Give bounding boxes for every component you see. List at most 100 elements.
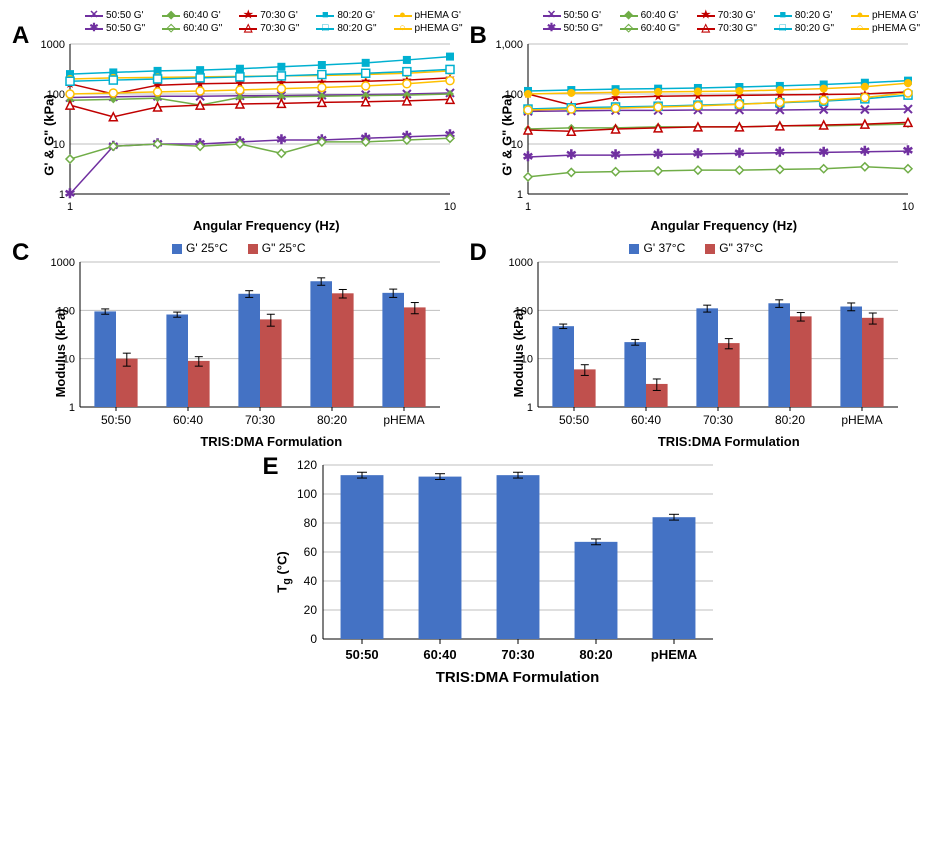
legend-item: ■80:20 G': [774, 10, 839, 21]
svg-text:60: 60: [303, 545, 317, 559]
panel-a-label: A: [12, 22, 29, 50]
svg-text:✱: ✱: [276, 132, 287, 147]
svg-text:50:50: 50:50: [101, 413, 131, 427]
svg-text:10: 10: [901, 201, 913, 213]
svg-text:1: 1: [524, 201, 530, 213]
legend-item: ◆60:40 G': [162, 10, 227, 21]
svg-text:✱: ✱: [610, 147, 621, 162]
legend-item: ■80:20 G': [316, 10, 381, 21]
legend-item: ●pHEMA G': [394, 10, 468, 21]
panel-c: C G' 25°CG" 25°C Modulus (kPa) 110100100…: [10, 241, 468, 449]
svg-text:pHEMA: pHEMA: [841, 413, 882, 427]
panel-e: E Tg (°C) 02040608010012050:5060:4070:30…: [203, 457, 733, 686]
xlabel-c: TRIS:DMA Formulation: [10, 434, 468, 449]
svg-text:✱: ✱: [692, 146, 703, 161]
svg-text:1: 1: [69, 402, 75, 414]
xlabel-b: Angular Frequency (Hz): [468, 218, 926, 233]
legend-item: ○pHEMA G": [394, 23, 468, 34]
xlabel-e: TRIS:DMA Formulation: [203, 669, 733, 686]
legend-item: △70:30 G": [697, 23, 762, 34]
panel-d: D G' 37°CG" 37°C Modulus (kPa) 110100100…: [468, 241, 926, 449]
chart-c: 110100100050:5060:4070:3080:20pHEMA: [10, 257, 450, 432]
legend-item: ✕50:50 G': [85, 10, 150, 21]
svg-text:1000: 1000: [41, 39, 65, 51]
legend-a: ✕50:50 G' ◆60:40 G' ★70:30 G' ■80:20 G' ●pHE…: [10, 10, 468, 34]
legend-item: ◇60:40 G": [620, 23, 685, 34]
svg-text:1000: 1000: [508, 257, 532, 269]
chart-d-wrap: Modulus (kPa) 110100100050:5060:4070:308…: [468, 257, 926, 449]
panel-e-label: E: [263, 453, 279, 481]
svg-text:50:50: 50:50: [558, 413, 588, 427]
chart-e-wrap: Tg (°C) 02040608010012050:5060:4070:3080…: [203, 457, 733, 686]
panel-d-label: D: [470, 239, 487, 267]
svg-text:✱: ✱: [565, 147, 576, 162]
legend-item: △70:30 G": [239, 23, 304, 34]
legend-item: G' 37°C: [629, 241, 685, 255]
legend-item: ★70:30 G': [239, 10, 304, 21]
ylabel-b: G' & G" (kPa): [499, 94, 514, 176]
svg-text:40: 40: [303, 574, 317, 588]
xlabel-a: Angular Frequency (Hz): [10, 218, 468, 233]
legend-item: G" 25°C: [248, 241, 306, 255]
legend-item: G" 37°C: [705, 241, 763, 255]
svg-text:1: 1: [526, 402, 532, 414]
panel-b-label: B: [470, 22, 487, 50]
svg-text:60:40: 60:40: [630, 413, 660, 427]
chart-b-wrap: G' & G" (kPa) 1101001,000110★★★★★★★★★★✱✱…: [468, 36, 926, 233]
svg-text:✱: ✱: [902, 143, 913, 158]
svg-text:✱: ✱: [652, 146, 663, 161]
svg-text:✱: ✱: [774, 145, 785, 160]
svg-text:70:30: 70:30: [501, 647, 534, 662]
svg-text:80:20: 80:20: [774, 413, 804, 427]
legend-item: ✱50:50 G": [543, 23, 608, 34]
legend-c: G' 25°C G" 25°C: [10, 241, 468, 255]
svg-text:1000: 1000: [51, 257, 75, 269]
svg-text:1,000: 1,000: [495, 39, 523, 51]
ylabel-e: Tg (°C): [274, 551, 293, 592]
panel-a: A ✕50:50 G' ◆60:40 G' ★70:30 G' ■80:20 G' ●p…: [10, 10, 468, 233]
svg-text:80:20: 80:20: [579, 647, 612, 662]
chart-c-wrap: Modulus (kPa) 110100100050:5060:4070:308…: [10, 257, 468, 449]
svg-text:0: 0: [310, 632, 317, 646]
panel-b: B ✕50:50 G' ◆60:40 G' ★70:30 G' ■80:20 G' ●p…: [468, 10, 926, 233]
legend-item: ◇60:40 G": [162, 23, 227, 34]
svg-text:20: 20: [303, 603, 317, 617]
svg-text:100: 100: [296, 487, 316, 501]
svg-text:pHEMA: pHEMA: [650, 647, 697, 662]
row-ab: A ✕50:50 G' ◆60:40 G' ★70:30 G' ■80:20 G' ●p…: [10, 10, 925, 233]
chart-a: 1101001000110★★★★★★★★★★✱✱✱✱✱✱✱✱✱✱: [10, 36, 460, 216]
legend-item: ✕50:50 G': [543, 10, 608, 21]
panel-c-label: C: [12, 239, 29, 267]
legend-item: ✱50:50 G": [85, 23, 150, 34]
ylabel-a: G' & G" (kPa): [41, 94, 56, 176]
legend-item: ○pHEMA G": [851, 23, 925, 34]
svg-text:✱: ✱: [522, 149, 533, 164]
xlabel-d: TRIS:DMA Formulation: [468, 434, 926, 449]
svg-text:10: 10: [444, 201, 456, 213]
legend-item: ●pHEMA G': [851, 10, 925, 21]
chart-d: 110100100050:5060:4070:3080:20pHEMA: [468, 257, 908, 432]
svg-text:✱: ✱: [65, 186, 76, 201]
ylabel-c: Modulus (kPa): [53, 309, 68, 398]
legend-item: □80:20 G": [316, 23, 381, 34]
svg-text:120: 120: [296, 458, 316, 472]
row-e: E Tg (°C) 02040608010012050:5060:4070:30…: [10, 457, 925, 686]
svg-text:✱: ✱: [859, 144, 870, 159]
chart-b: 1101001,000110★★★★★★★★★★✱✱✱✱✱✱✱✱✱✱: [468, 36, 918, 216]
svg-text:80:20: 80:20: [317, 413, 347, 427]
svg-text:70:30: 70:30: [702, 413, 732, 427]
svg-text:60:40: 60:40: [173, 413, 203, 427]
svg-text:60:40: 60:40: [423, 647, 456, 662]
svg-text:✱: ✱: [733, 145, 744, 160]
legend-item: ◆60:40 G': [620, 10, 685, 21]
row-cd: C G' 25°CG" 25°C Modulus (kPa) 110100100…: [10, 241, 925, 449]
figure: A ✕50:50 G' ◆60:40 G' ★70:30 G' ■80:20 G' ●p…: [10, 10, 925, 686]
legend-item: G' 25°C: [172, 241, 228, 255]
ylabel-d: Modulus (kPa): [510, 309, 525, 398]
legend-item: ★70:30 G': [697, 10, 762, 21]
svg-text:1: 1: [516, 189, 522, 201]
svg-text:pHEMA: pHEMA: [383, 413, 424, 427]
legend-b: ✕50:50 G' ◆60:40 G' ★70:30 G' ■80:20 G' ●pHE…: [468, 10, 926, 34]
svg-text:✱: ✱: [818, 144, 829, 159]
legend-item: □80:20 G": [774, 23, 839, 34]
